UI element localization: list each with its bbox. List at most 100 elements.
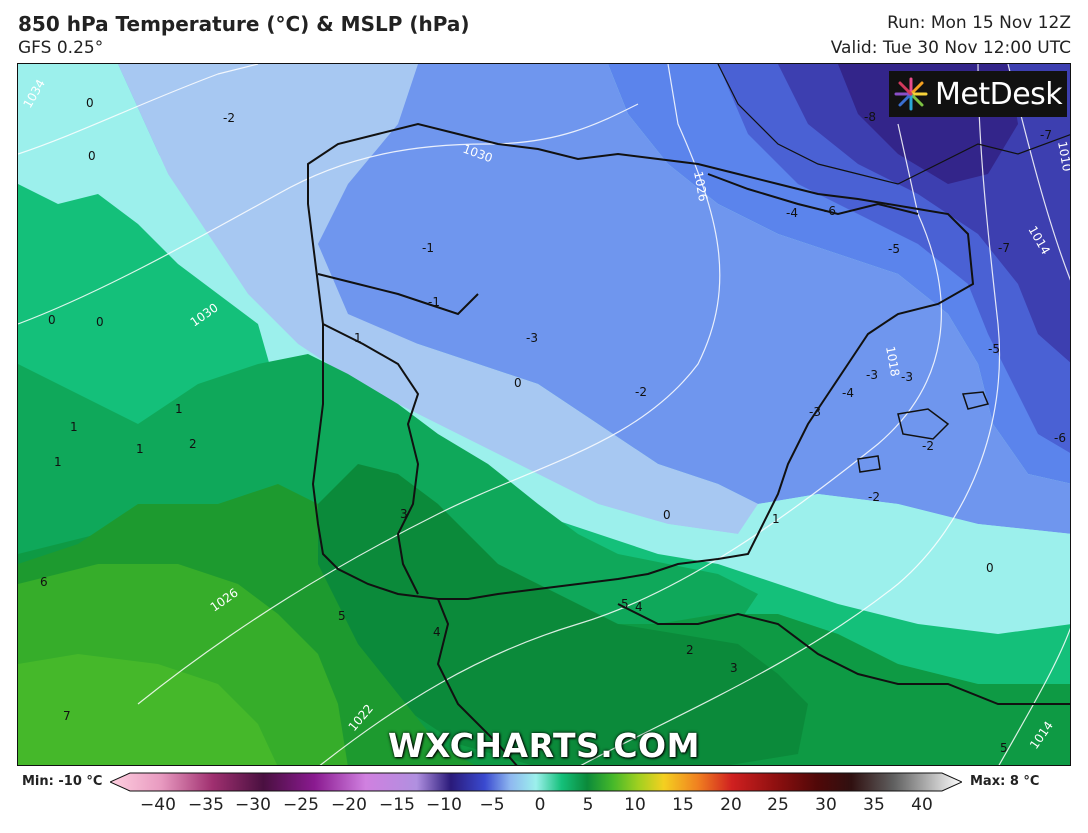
temp-label: -5 <box>988 342 1000 356</box>
temp-label: 5 <box>1000 741 1008 755</box>
iberia-coastline <box>307 122 975 600</box>
temp-label: 3 <box>400 507 408 521</box>
temp-band-4 <box>308 464 808 765</box>
isobar-lines <box>18 64 1070 765</box>
watermark: WXCHARTS.COM <box>388 726 700 765</box>
temp-label: 1 <box>70 420 78 434</box>
weather-map[interactable]: 0 0 -2 0 0 1 1 1 2 1 1 -1 -1 -3 0 -2 -8 … <box>17 63 1071 766</box>
temp-label: 5 <box>338 609 346 623</box>
temp-label: -4 <box>786 206 798 220</box>
model-label: GFS 0.25° <box>18 38 104 58</box>
temp-label: 0 <box>88 149 96 163</box>
temp-band-minus-1 <box>118 64 758 534</box>
temp-label: 0 <box>96 315 104 329</box>
temp-label: 6 <box>40 575 48 589</box>
tick-label: −35 <box>188 795 224 815</box>
temp-label: 4 <box>635 600 643 614</box>
france-coastline <box>717 64 1070 185</box>
temp-label: -1 <box>422 241 434 255</box>
temp-label: -3 <box>866 368 878 382</box>
tick-label: −25 <box>283 795 319 815</box>
isobar-1026 <box>137 64 721 705</box>
temp-label: -3 <box>526 331 538 345</box>
morocco-coast <box>436 598 518 765</box>
metdesk-logo: MetDesk <box>889 71 1067 117</box>
tick-label: −30 <box>235 795 271 815</box>
isobar-1014-south <box>998 627 1070 765</box>
portugal-border-east <box>322 323 420 595</box>
mallorca <box>897 408 950 440</box>
temp-label: 7 <box>63 709 71 723</box>
isobar-1034 <box>18 64 259 155</box>
temp-label: 0 <box>986 561 994 575</box>
temp-label: 1 <box>54 455 62 469</box>
temp-band-minus-3 <box>118 64 1070 534</box>
chart-title: 850 hPa Temperature (°C) & MSLP (hPa) <box>18 12 470 36</box>
temp-label: -7 <box>998 241 1010 255</box>
tick-label: 10 <box>624 795 646 815</box>
tick-label: 5 <box>582 795 594 815</box>
temp-label: -3 <box>901 370 913 384</box>
run-time: Run: Mon 15 Nov 12Z <box>887 13 1071 33</box>
tick-label: −15 <box>379 795 415 815</box>
temp-label: 1 <box>175 402 183 416</box>
temp-label: 1 <box>772 512 780 526</box>
scale-gradient <box>110 772 962 792</box>
portugal-border-north <box>317 273 479 316</box>
temp-label: -5 <box>888 242 900 256</box>
france-coast <box>717 64 1070 185</box>
legend-max: Max: 8 °C <box>970 774 1040 789</box>
map-canvas: 0 0 -2 0 0 1 1 1 2 1 1 -1 -1 -3 0 -2 -8 … <box>18 64 1070 765</box>
tick-label: 0 <box>534 795 546 815</box>
temp-label: -6 <box>824 204 836 218</box>
isobar-label: 1018 <box>883 345 902 378</box>
tick-label: −20 <box>331 795 367 815</box>
tick-label: 30 <box>815 795 837 815</box>
color-scale-ticks: −40 −35 −30 −25 −20 −15 −10 −5 0 5 10 15… <box>0 795 1088 819</box>
tick-label: 40 <box>911 795 933 815</box>
temp-label: -8 <box>864 110 876 124</box>
temp-label: -3 <box>809 405 821 419</box>
coastlines <box>307 122 1070 765</box>
temp-label: -6 <box>1054 431 1066 445</box>
temp-label: -1 <box>428 295 440 309</box>
menorca <box>961 391 990 410</box>
tick-label: 15 <box>672 795 694 815</box>
temp-band-7 <box>18 654 278 765</box>
temp-label: 1 <box>136 442 144 456</box>
temp-label: -2 <box>868 490 880 504</box>
pyrenees-border <box>707 173 919 216</box>
tick-label: 20 <box>720 795 742 815</box>
temp-label: 0 <box>86 96 94 110</box>
temp-label: 0 <box>514 376 522 390</box>
temp-label: 2 <box>686 643 694 657</box>
isobar-1022 <box>319 123 942 765</box>
tick-label: 25 <box>767 795 789 815</box>
ibiza <box>857 455 881 473</box>
isobar-1018 <box>580 64 1001 765</box>
temp-label: -4 <box>842 386 854 400</box>
temp-label: 4 <box>433 625 441 639</box>
valid-time: Valid: Tue 30 Nov 12:00 UTC <box>830 38 1071 58</box>
tick-label: 35 <box>863 795 885 815</box>
isobar-label: 1026 <box>691 170 710 203</box>
tick-label: −5 <box>479 795 505 815</box>
temp-label: 5 <box>621 597 629 611</box>
temp-label: 0 <box>663 508 671 522</box>
logo-text: MetDesk <box>935 76 1063 112</box>
metdesk-star-icon <box>894 77 928 111</box>
isobar-1030 <box>18 103 639 325</box>
temp-label: 0 <box>48 313 56 327</box>
temp-label: 3 <box>730 661 738 675</box>
balearic-islands <box>857 391 990 473</box>
north-africa-coast <box>617 603 1070 705</box>
temp-label: -2 <box>635 385 647 399</box>
temp-label: 2 <box>189 437 197 451</box>
legend-min: Min: -10 °C <box>22 774 103 789</box>
color-scale-bar <box>110 772 962 792</box>
temperature-labels: 0 0 -2 0 0 1 1 1 2 1 1 -1 -1 -3 0 -2 -8 … <box>40 96 1066 755</box>
temp-label: -2 <box>922 439 934 453</box>
tick-label: −10 <box>426 795 462 815</box>
temp-label: 1 <box>354 331 362 345</box>
temp-label: -7 <box>1040 128 1052 142</box>
